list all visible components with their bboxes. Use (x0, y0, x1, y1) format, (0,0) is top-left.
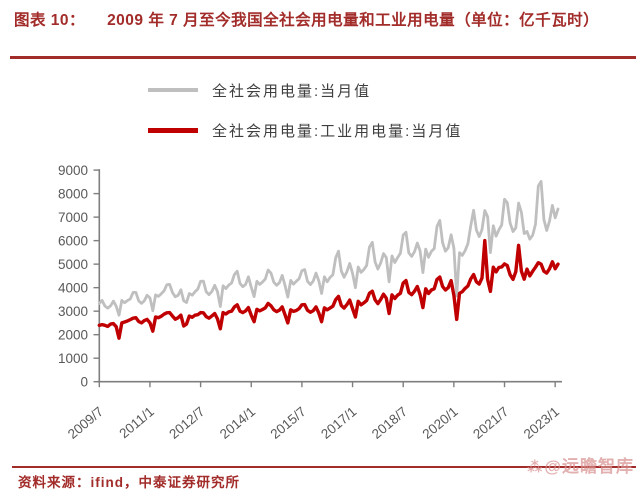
x-axis-label: 2009/7 (65, 404, 106, 442)
y-axis-label: 8000 (58, 186, 88, 201)
industrial-series-line (97, 238, 560, 340)
x-axis-label: 2017/1 (318, 404, 359, 442)
figure-title: 图表 10： 2009 年 7 月至今我国全社会用电量和工业用电量（单位：亿千瓦时… (14, 9, 620, 32)
x-axis-label: 2014/1 (217, 404, 258, 442)
figure-title-text: 2009 年 7 月至今我国全社会用电量和工业用电量（单位：亿千瓦时） (107, 12, 600, 29)
y-axis-label: 0 (80, 375, 88, 390)
x-axis-label: 2020/1 (420, 404, 461, 442)
y-axis-label: 5000 (58, 257, 88, 272)
y-axis-label: 6000 (58, 233, 88, 248)
legend-item-industrial: 全社会用电量:工业用电量:当月值 (148, 118, 462, 142)
chart-legend: 全社会用电量:当月值 全社会用电量:工业用电量:当月值 (148, 78, 462, 158)
total-series-line (97, 179, 560, 317)
watermark-text: @远瞻智库 (544, 457, 634, 476)
y-axis-label: 2000 (58, 327, 88, 342)
watermark: ⁂@远瞻智库 (527, 452, 634, 477)
y-axis-label: 3000 (58, 304, 88, 319)
footer-divider (12, 466, 636, 468)
x-axis-label: 2011/1 (116, 404, 157, 441)
x-axis-label: 2015/7 (268, 404, 309, 442)
x-axis-label: 2018/7 (369, 404, 410, 442)
x-axis-label: 2023/1 (521, 404, 562, 442)
y-axis-label: 7000 (58, 210, 88, 225)
x-axis-label: 2021/7 (470, 404, 511, 442)
title-divider (10, 56, 636, 59)
y-axis-label: 1000 (58, 351, 88, 366)
y-axis-label: 4000 (58, 280, 88, 295)
legend-label-industrial: 全社会用电量:工业用电量:当月值 (212, 122, 463, 140)
brand-logo-icon: ⁂ (527, 459, 544, 476)
industrial-series-swatch (148, 127, 198, 133)
x-axis-label: 2012/7 (166, 404, 207, 442)
legend-item-total: 全社会用电量:当月值 (148, 78, 462, 102)
legend-label-total: 全社会用电量:当月值 (212, 82, 372, 100)
total-series-swatch (148, 88, 198, 92)
y-axis-label: 9000 (58, 163, 88, 178)
data-source: 资料来源：ifind，中泰证券研究所 (18, 475, 240, 490)
figure-label: 图表 10： (14, 12, 86, 29)
